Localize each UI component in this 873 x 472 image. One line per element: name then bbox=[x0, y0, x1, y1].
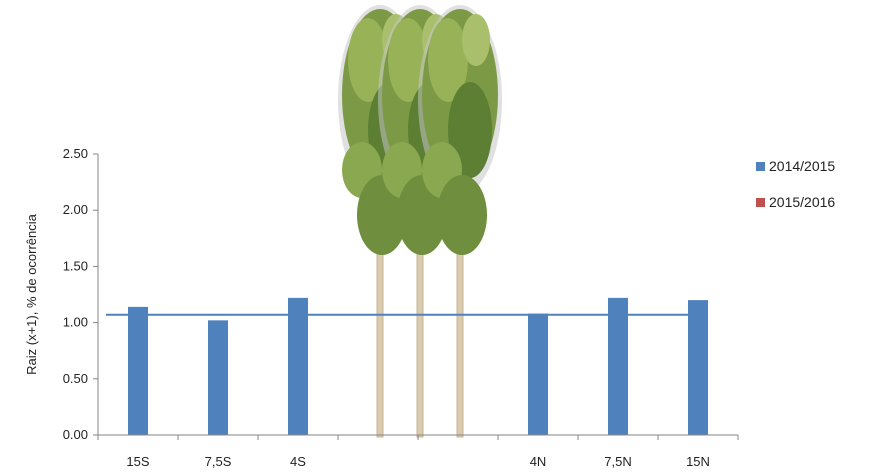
axes bbox=[93, 153, 739, 440]
x-tick-label: 7,5S bbox=[205, 454, 232, 469]
y-axis-title: Raiz (x+1), % de ocorrência bbox=[24, 213, 39, 375]
bar-15S bbox=[128, 306, 148, 435]
tree-3 bbox=[418, 5, 502, 438]
bar-4S bbox=[288, 297, 308, 435]
x-tick-label: 4N bbox=[530, 454, 547, 469]
y-tick-label: 1.00 bbox=[63, 315, 88, 330]
bars-layer bbox=[128, 297, 708, 435]
legend-label-series-1: 2014/2015 bbox=[769, 158, 836, 174]
x-tick-label: 15S bbox=[126, 454, 149, 469]
y-tick-label: 2.50 bbox=[63, 146, 88, 161]
legend-swatch-series-1 bbox=[756, 161, 765, 171]
y-tick-label: 0.00 bbox=[63, 427, 88, 442]
bar-15N bbox=[688, 300, 708, 435]
x-tick-labels: 15S 7,5S 4S 4N 7,5N 15N bbox=[126, 454, 710, 469]
y-tick-label: 0.50 bbox=[63, 371, 88, 386]
y-tick-labels: 0.00 0.50 1.00 1.50 2.00 2.50 bbox=[63, 146, 88, 442]
x-tick-label: 7,5N bbox=[604, 454, 631, 469]
legend-label-series-2: 2015/2016 bbox=[769, 194, 836, 210]
legend-item-series-2: 2015/2016 bbox=[756, 192, 835, 212]
x-tick-label: 15N bbox=[686, 454, 710, 469]
bar-7,5S bbox=[208, 320, 228, 435]
bar-7,5N bbox=[608, 297, 628, 435]
y-tick-label: 2.00 bbox=[63, 202, 88, 217]
x-tick-label: 4S bbox=[290, 454, 306, 469]
legend-item-series-1: 2014/2015 bbox=[756, 156, 835, 176]
legend-swatch-series-2 bbox=[756, 197, 765, 207]
trees-illustration bbox=[338, 5, 502, 438]
y-tick-label: 1.50 bbox=[63, 258, 88, 273]
bar-4N bbox=[528, 313, 548, 435]
legend: 2014/2015 2015/2016 bbox=[756, 156, 835, 228]
